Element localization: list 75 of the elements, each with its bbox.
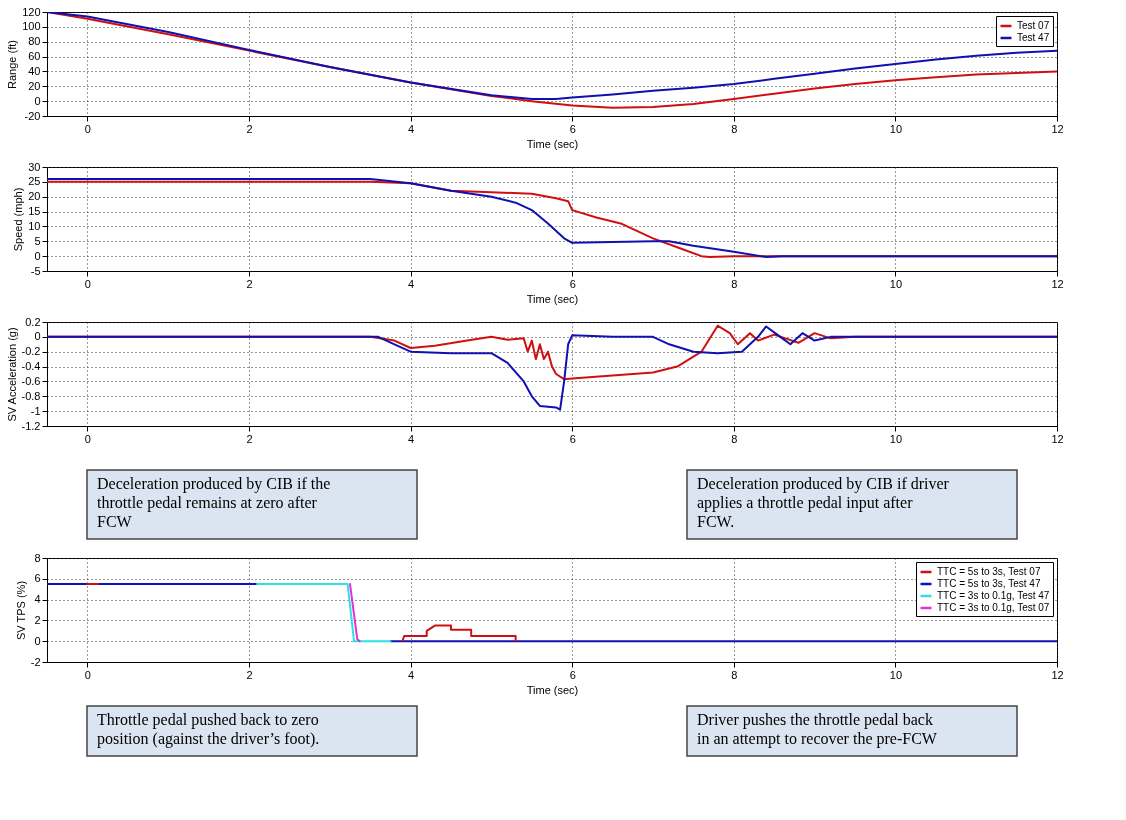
x-tick-label: 6 (569, 432, 576, 445)
y-tick-label: 20 (28, 190, 41, 203)
x-tick-label: 6 (569, 277, 576, 290)
text: Driver pushes the throttle pedal back in an attempt to recover the pre-FCW (697, 711, 938, 748)
y-tick-label: 30 (28, 160, 41, 173)
y-tick-label: -0.8 (21, 389, 41, 402)
y-tick-label: -2 (30, 655, 41, 668)
y-tick-label: -0.6 (21, 374, 41, 387)
y-tick-label: 8 (34, 551, 41, 564)
x-tick-label: 10 (889, 122, 903, 135)
x-tick-label: 4 (408, 122, 415, 135)
y-tick-label: -1.2 (21, 419, 41, 432)
legend-label: TTC = 5s to 3s, Test 47 (937, 578, 1041, 589)
x-tick-label: 12 (1051, 122, 1064, 135)
y-tick-label: 20 (28, 79, 41, 92)
x-tick-label: 8 (731, 432, 738, 445)
y-tick-label: -0.4 (21, 360, 41, 373)
y-tick-label: -1 (30, 404, 41, 417)
x-tick-label: 10 (889, 668, 903, 681)
y-tick-label: 120 (22, 5, 41, 18)
y-tick-label: 80 (28, 35, 41, 48)
x-tick-label: 6 (569, 668, 576, 681)
y-tick-label: 0 (34, 249, 41, 262)
x-tick-label: 10 (889, 432, 903, 445)
x-tick-label: 4 (408, 277, 415, 290)
x-tick-label: 0 (84, 432, 91, 445)
x-axis-title: Time (sec) (526, 683, 579, 696)
x-tick-label: 12 (1051, 432, 1064, 445)
legend-label: TTC = 5s to 3s, Test 07 (937, 566, 1041, 577)
legend-label: Test 07 (1017, 20, 1050, 31)
y-tick-label: 6 (34, 572, 41, 585)
y-tick-label: -5 (30, 264, 41, 277)
y-tick-label: 2 (34, 613, 41, 626)
y-tick-label: 0 (34, 94, 41, 107)
x-tick-label: 0 (84, 122, 91, 135)
y-tick-label: -20 (24, 109, 41, 122)
x-axis-title: Time (sec) (526, 137, 579, 150)
y-tick-label: 100 (22, 20, 41, 33)
text: Throttle pedal pushed back to zero position (against the driver’s foot). (97, 711, 320, 748)
y-tick-label: 0 (34, 634, 41, 647)
x-axis-title: Time (sec) (526, 292, 579, 305)
x-tick-label: 8 (731, 277, 738, 290)
x-tick-label: 2 (246, 122, 253, 135)
y-tick-label: 10 (28, 219, 41, 232)
legend-label: TTC = 3s to 0.1g, Test 07 (937, 602, 1050, 613)
x-tick-label: 6 (569, 122, 576, 135)
x-tick-label: 4 (408, 432, 415, 445)
legend-label: Test 47 (1017, 32, 1050, 43)
x-tick-label: 10 (889, 277, 903, 290)
text: Deceleration produced by CIB if driver applies a throttle pedal input after FCW. (697, 475, 950, 530)
y-axis-title: Range (ft) (6, 40, 19, 89)
y-tick-label: 4 (34, 593, 41, 606)
x-tick-label: 0 (84, 668, 91, 681)
x-tick-label: 4 (408, 668, 415, 681)
y-tick-label: 0 (34, 330, 41, 343)
x-tick-label: 2 (246, 668, 253, 681)
x-tick-label: 12 (1051, 277, 1064, 290)
y-axis-title: Speed (mph) (12, 187, 25, 252)
x-tick-label: 2 (246, 432, 253, 445)
y-tick-label: 0.2 (25, 315, 41, 328)
y-axis-title: SV Acceleration (g) (5, 327, 18, 422)
y-tick-label: 40 (28, 64, 41, 77)
y-tick-label: 25 (28, 175, 41, 188)
x-tick-label: 0 (84, 277, 91, 290)
y-tick-label: -0.2 (21, 345, 41, 358)
text: Deceleration produced by CIB if the throttle pedal remains at zero after FCW (97, 475, 331, 530)
y-axis-title: SV TPS (%) (14, 580, 27, 641)
x-tick-label: 12 (1051, 668, 1064, 681)
x-tick-label: 8 (731, 668, 738, 681)
y-tick-label: 60 (28, 50, 41, 63)
x-tick-label: 2 (246, 277, 253, 290)
y-tick-label: 15 (28, 205, 41, 218)
x-tick-label: 8 (731, 122, 738, 135)
y-tick-label: 5 (34, 234, 41, 247)
legend-label: TTC = 3s to 0.1g, Test 47 (937, 590, 1050, 601)
